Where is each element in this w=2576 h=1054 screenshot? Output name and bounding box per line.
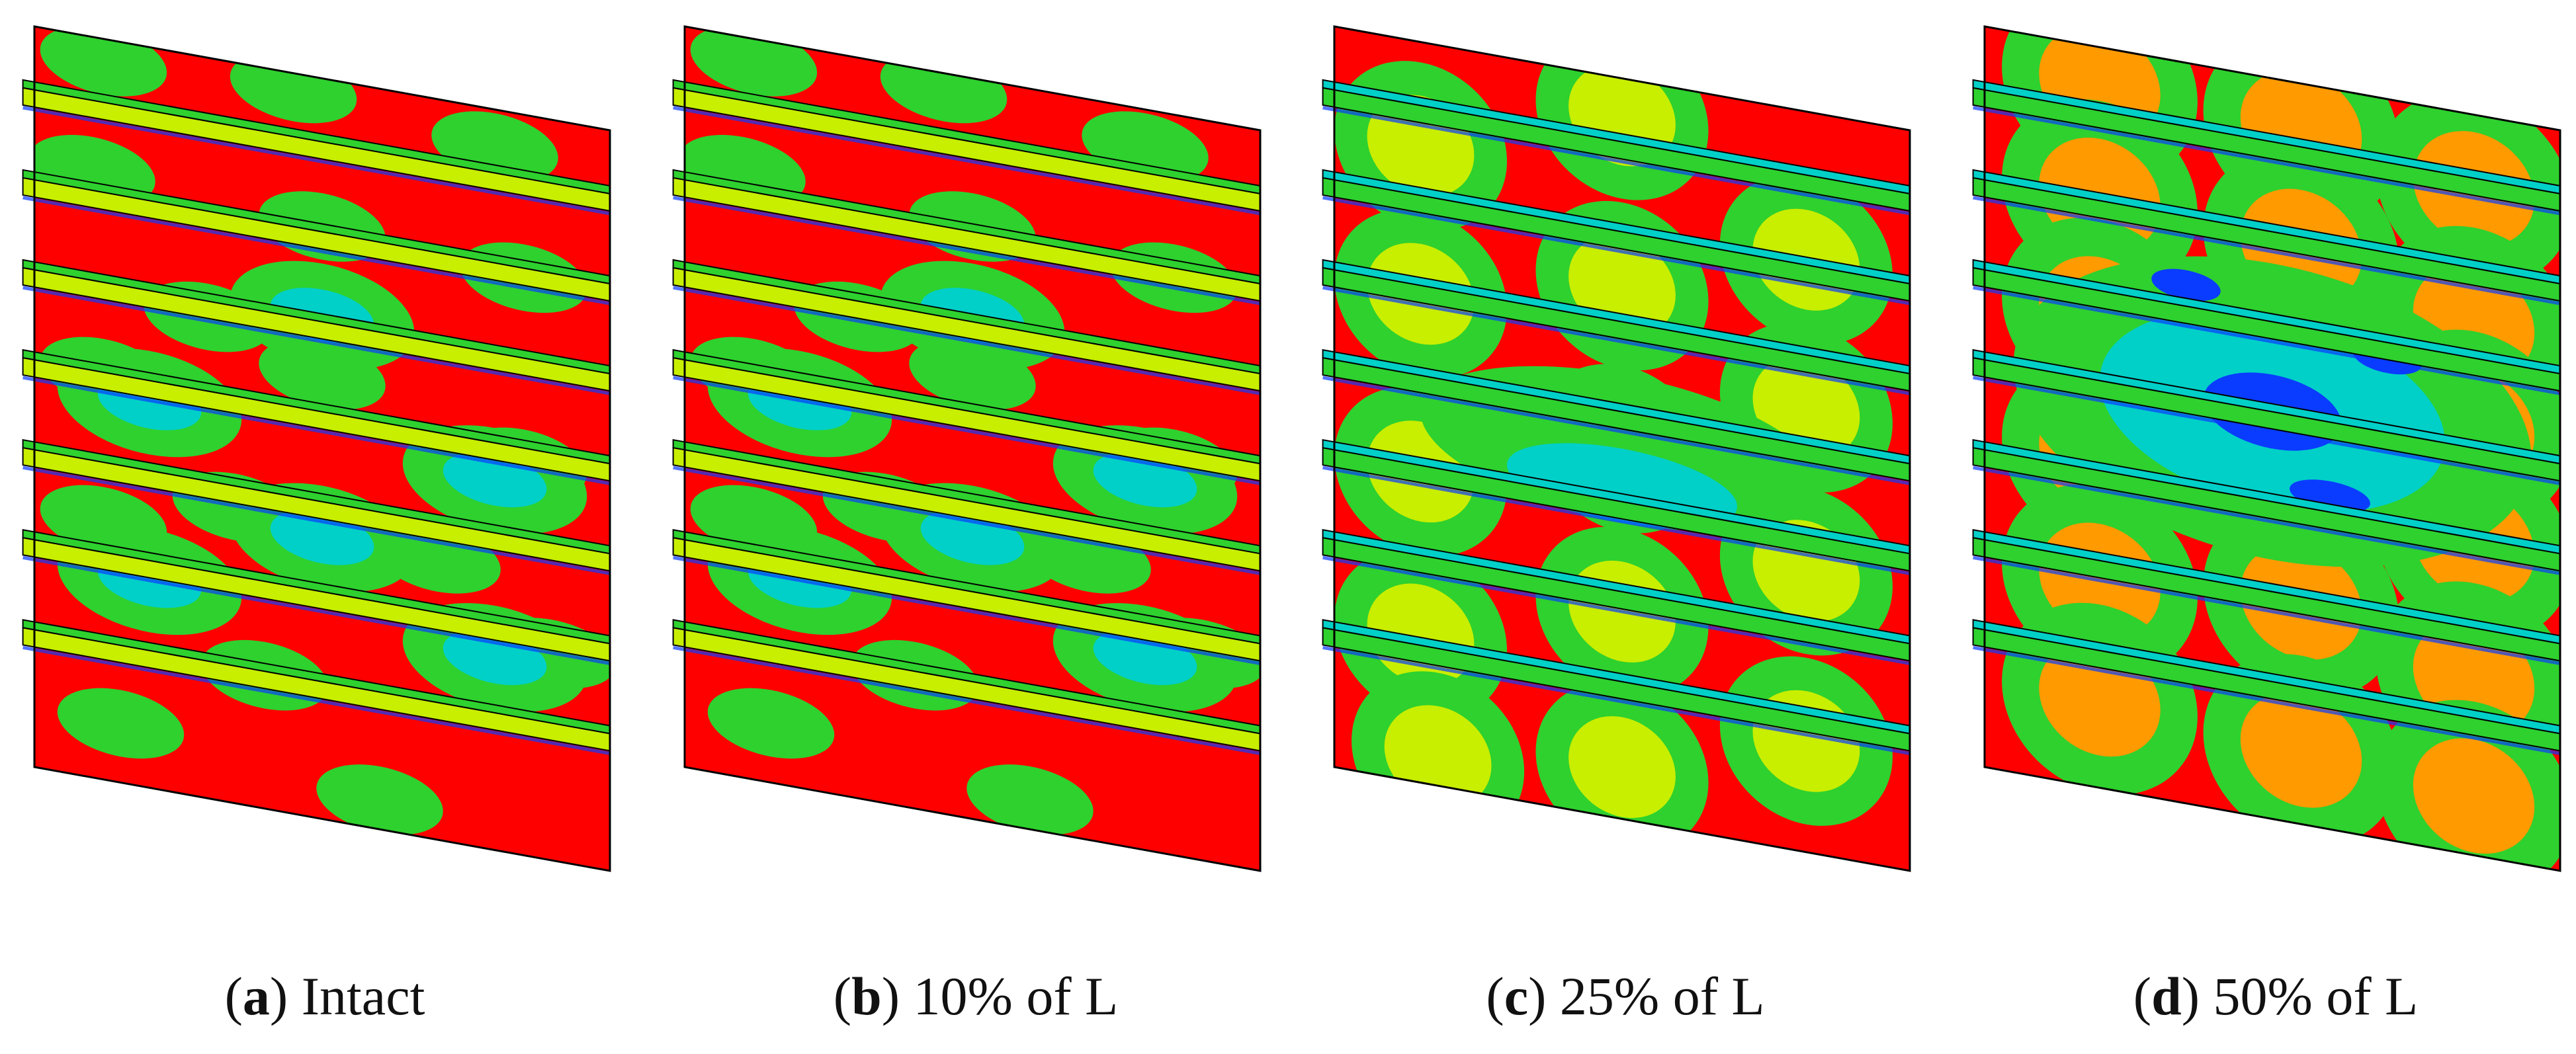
contour-spot [2240, 692, 2362, 808]
stiffener [1322, 79, 1911, 216]
contour-spot [1568, 716, 1676, 819]
stiffener [22, 529, 611, 665]
caption-letter: b [851, 966, 882, 1026]
stiffener [672, 529, 1261, 665]
caption-text: Intact [301, 966, 425, 1026]
caption-a: (a) Intact [224, 966, 425, 1026]
caption-letter: d [2151, 966, 2182, 1026]
caption-text: 25% of L [1559, 966, 1765, 1026]
caption-letter: a [242, 966, 270, 1026]
caption-text: 10% of L [913, 966, 1119, 1026]
stiffener [1972, 529, 2561, 665]
contour-spot [707, 688, 835, 759]
panel-a [22, 25, 611, 872]
contour-spot [57, 688, 185, 759]
stiffener [1322, 259, 1911, 395]
stiffener [22, 259, 611, 395]
panel-c [1322, 25, 1911, 872]
caption-text: 50% of L [2213, 966, 2419, 1026]
plate-outline [33, 25, 611, 872]
stiffener [1972, 79, 2561, 216]
stiffener [1322, 348, 1911, 485]
caption-d: (d) 50% of L [2133, 966, 2419, 1026]
stiffener [22, 438, 611, 575]
contour-spot [2151, 268, 2221, 302]
stiffener [22, 169, 611, 305]
panel-b [672, 25, 1262, 872]
contour-spot [966, 764, 1094, 835]
panel-d [1972, 25, 2561, 872]
contour-spot [2413, 738, 2535, 854]
stiffener [22, 348, 611, 485]
plate-outline [1333, 25, 1911, 872]
stiffener [1322, 169, 1911, 305]
contour-spot [316, 764, 443, 835]
stiffener [1972, 169, 2561, 305]
stiffener [672, 348, 1261, 485]
stiffener [1972, 619, 2561, 755]
caption-letter: c [1504, 966, 1529, 1026]
stiffener [1972, 348, 2561, 485]
caption-c: (c) 25% of L [1486, 966, 1765, 1026]
plate-outline [1983, 25, 2561, 872]
plate-outline [683, 25, 1262, 872]
stiffener [1972, 259, 2561, 395]
caption-b: (b) 10% of L [833, 966, 1119, 1026]
